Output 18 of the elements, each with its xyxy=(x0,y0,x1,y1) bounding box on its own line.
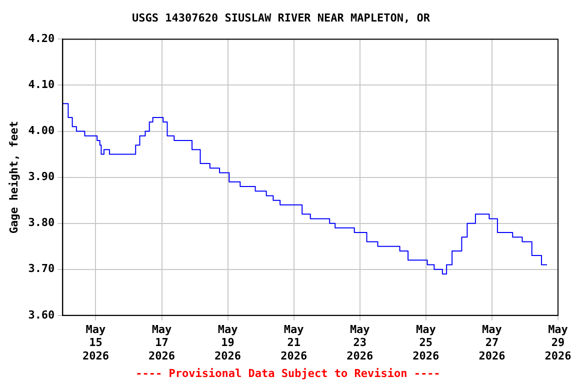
y-tick-label: 3.80 xyxy=(28,216,55,230)
y-axis-title: Gage height, feet xyxy=(7,121,20,234)
x-tick-label: May 21 2026 xyxy=(280,322,308,362)
y-tick-label: 4.20 xyxy=(28,32,55,46)
x-tick-label: May 27 2026 xyxy=(478,322,506,362)
y-tick-label: 3.70 xyxy=(28,262,55,276)
chart-title: USGS 14307620 SIUSLAW RIVER NEAR MAPLETON, OR xyxy=(132,11,430,24)
text: ---- Provisional Data Subject to Revision ---- xyxy=(134,367,442,380)
y-tick-label: 3.90 xyxy=(28,170,55,184)
x-tick-label: May 29 2026 xyxy=(544,322,572,362)
x-tick-label: May 17 2026 xyxy=(148,322,176,362)
y-tick-label: 4.00 xyxy=(28,124,55,138)
x-tick-label: May 19 2026 xyxy=(214,322,242,362)
y-tick-label: 4.10 xyxy=(28,78,55,92)
x-tick-label: May 23 2026 xyxy=(346,322,374,362)
x-tick-label: May 25 2026 xyxy=(412,322,440,362)
x-tick-label: May 15 2026 xyxy=(82,322,110,362)
y-tick-label: 3.60 xyxy=(28,308,55,322)
